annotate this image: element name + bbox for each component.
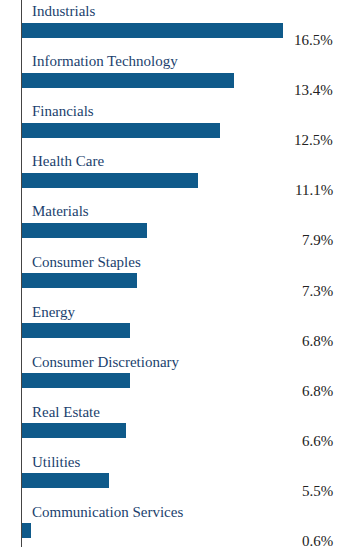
svg-text:13.4%: 13.4% xyxy=(294,82,333,98)
svg-text:Materials: Materials xyxy=(32,203,89,219)
svg-text:7.3%: 7.3% xyxy=(302,283,333,299)
svg-text:Financials: Financials xyxy=(32,103,94,119)
svg-text:16.5%: 16.5% xyxy=(294,32,333,48)
svg-text:Communication Services: Communication Services xyxy=(32,504,183,520)
svg-text:Consumer Staples: Consumer Staples xyxy=(32,254,141,270)
svg-text:6.6%: 6.6% xyxy=(302,433,333,449)
svg-text:Health Care: Health Care xyxy=(32,153,104,169)
svg-text:6.8%: 6.8% xyxy=(302,383,333,399)
svg-text:Industrials: Industrials xyxy=(32,3,95,19)
svg-text:Real Estate: Real Estate xyxy=(32,404,100,420)
svg-text:Consumer Discretionary: Consumer Discretionary xyxy=(32,354,180,370)
svg-text:Information Technology: Information Technology xyxy=(32,53,178,69)
svg-text:7.9%: 7.9% xyxy=(302,232,333,248)
svg-text:5.5%: 5.5% xyxy=(302,483,333,499)
svg-text:0.6%: 0.6% xyxy=(302,533,333,547)
svg-text:Energy: Energy xyxy=(32,304,76,320)
svg-text:6.8%: 6.8% xyxy=(302,333,333,349)
svg-text:11.1%: 11.1% xyxy=(295,182,333,198)
svg-text:12.5%: 12.5% xyxy=(294,132,333,148)
svg-text:Utilities: Utilities xyxy=(32,454,80,470)
